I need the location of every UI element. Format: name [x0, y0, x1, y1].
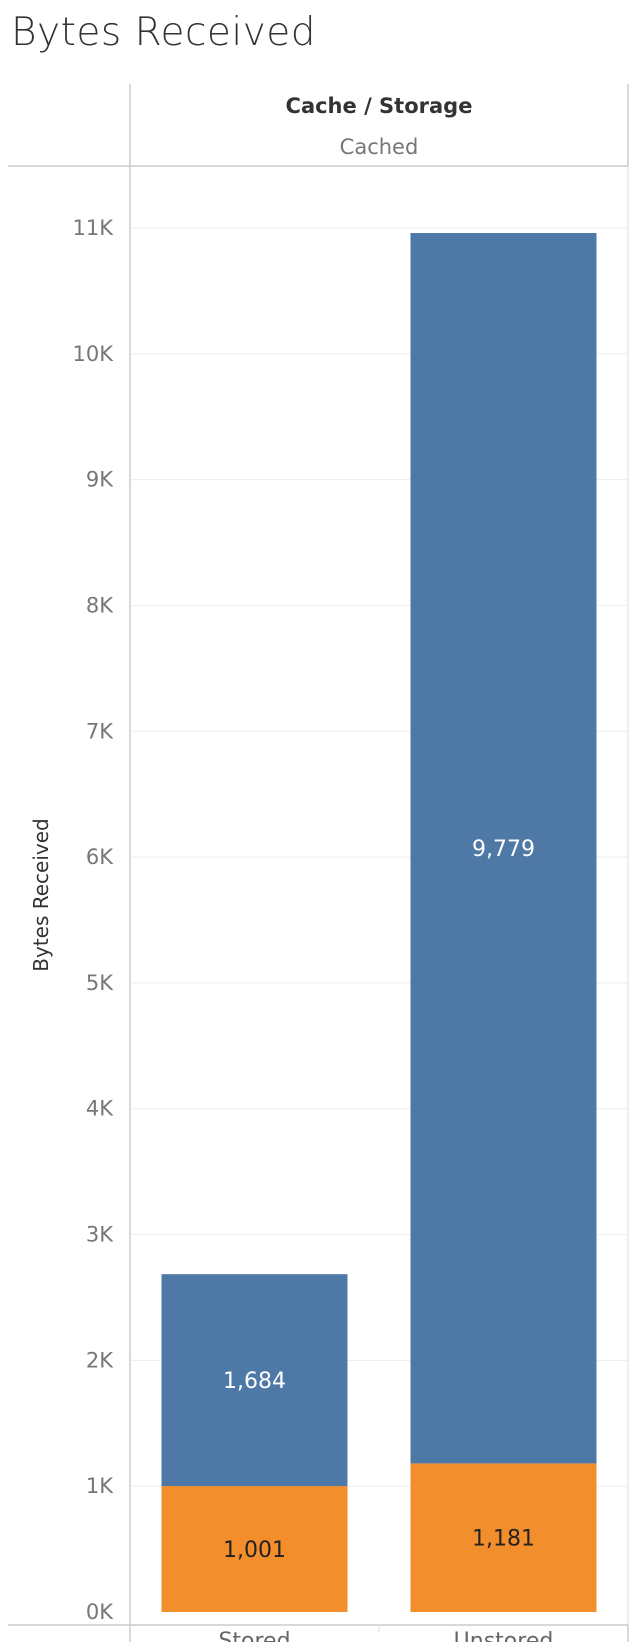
bar-segment[interactable]	[410, 1463, 597, 1612]
data-label: 1,684	[223, 1369, 286, 1394]
y-tick-label: 11K	[73, 216, 115, 240]
bar-segment[interactable]	[410, 233, 597, 1464]
bar-segment[interactable]	[161, 1274, 348, 1487]
data-label: 1,001	[223, 1538, 286, 1563]
data-label: 9,779	[472, 837, 535, 862]
y-tick-label: 5K	[86, 971, 114, 995]
x-category-label: Stored	[218, 1629, 290, 1642]
x-category-label: Unstored	[454, 1629, 554, 1642]
y-tick-label: 3K	[86, 1223, 114, 1247]
y-tick-label: 9K	[86, 468, 114, 492]
bar-segment[interactable]	[161, 1486, 348, 1612]
data-label: 1,181	[472, 1527, 535, 1552]
y-tick-label: 2K	[86, 1348, 114, 1372]
chart-title: Bytes Received	[11, 10, 317, 55]
column-header-subtitle: Cached	[340, 135, 419, 159]
column-header-title: Cache / Storage	[286, 94, 473, 118]
y-axis-ticks: 0K 1K 2K 3K 4K 5K 6K 7K 8K 9K 10K 11K	[73, 216, 115, 1624]
y-tick-label: 1K	[86, 1474, 114, 1498]
y-tick-label: 4K	[86, 1097, 114, 1121]
y-tick-label: 7K	[86, 719, 114, 743]
y-tick-label: 0K	[86, 1600, 114, 1624]
data-labels: 1,001 1,684 1,181 9,779	[223, 837, 535, 1563]
y-tick-label: 6K	[86, 845, 114, 869]
y-tick-label: 10K	[73, 342, 115, 366]
y-tick-label: 8K	[86, 593, 114, 617]
x-axis-categories: Stored Unstored	[218, 1629, 553, 1642]
y-axis-title: Bytes Received	[29, 818, 53, 971]
bars	[161, 233, 597, 1612]
chart-frame	[8, 84, 629, 1642]
